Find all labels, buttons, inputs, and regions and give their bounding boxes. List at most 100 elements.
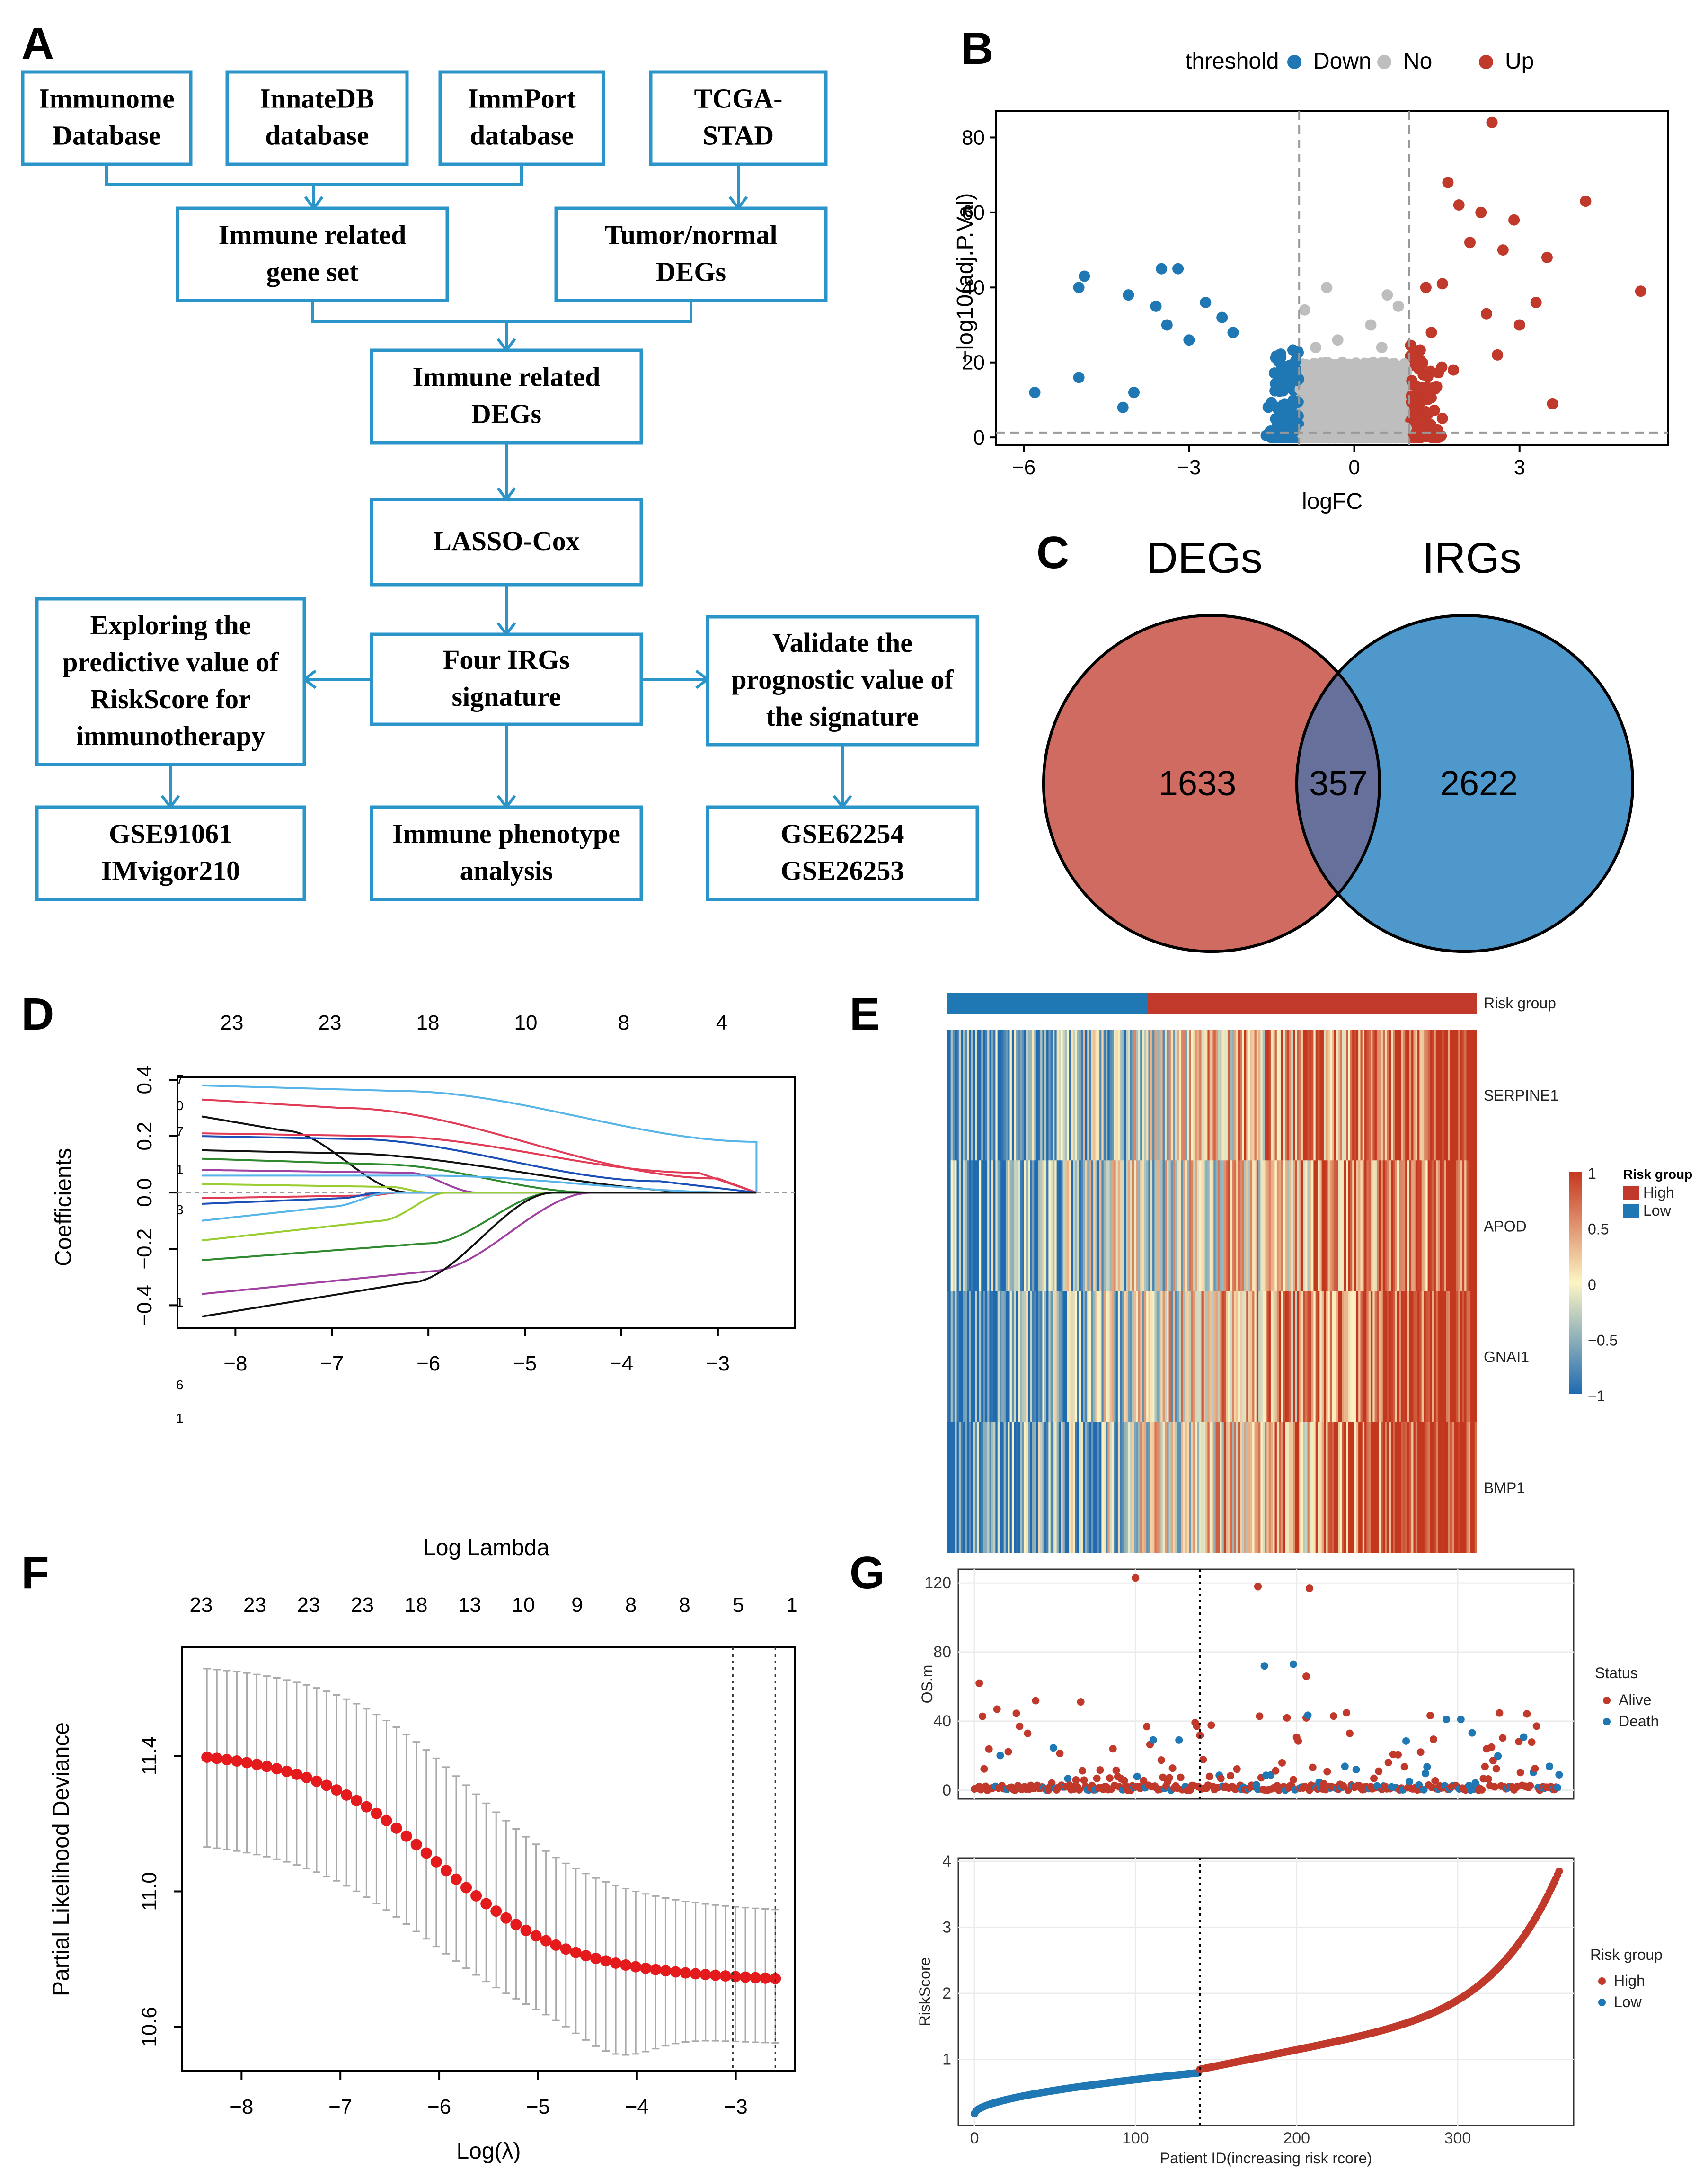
heatmap-cell [1346,1160,1349,1291]
heatmap-cell [1134,1291,1137,1423]
heatmap-cell [1120,1422,1123,1553]
path-index-label: 0 [176,1098,184,1113]
heatmap-cell [958,1422,961,1553]
heatmap-cell [1382,1160,1385,1291]
heatmap-cell [1150,1422,1153,1553]
heatmap-cell [1389,1030,1391,1161]
volcano-point-no [1376,342,1388,354]
volcano-point-up [1530,296,1542,308]
heatmap-cell [1389,1160,1391,1291]
heatmap-cell [1456,1030,1459,1161]
survival-point [1523,1710,1531,1718]
heatmap-cell [1028,1291,1031,1423]
heatmap-cell [1069,1422,1071,1553]
heatmap-cell [952,1160,955,1291]
heatmap-cell [1009,1291,1012,1423]
volcano-point-down [1128,387,1140,399]
heatmap-cell [1283,1291,1285,1423]
heatmap-cell [1266,1291,1269,1423]
heatmap-cell [1081,1422,1084,1553]
heatmap-cell [1470,1030,1473,1161]
heatmap-cell [1456,1160,1459,1291]
heatmap-cell [1368,1160,1371,1291]
heatmap-cell [1266,1030,1269,1161]
flow-box-text: TCGA- [694,83,783,114]
heatmap-cell [956,1030,959,1161]
deviance-point [390,1822,402,1834]
survival-point [1304,1711,1312,1719]
heatmap-cell [1432,1291,1434,1423]
survival-point [996,1752,1004,1760]
heatmap-cell [1458,1422,1461,1553]
heatmap-cell [1030,1160,1033,1291]
heatmap-cell [950,1291,953,1423]
heatmap-cell [1209,1160,1212,1291]
heatmap-cell [1374,1160,1377,1291]
heatmap-cell [1458,1160,1461,1291]
heatmap-cell [1173,1160,1176,1291]
gene-label: APOD [1484,1218,1527,1235]
volcano-point-up [1475,206,1487,218]
heatmap-cell [1411,1422,1414,1553]
heatmap-cell [1197,1160,1200,1291]
heatmap-cell [1207,1291,1210,1423]
heatmap-cell [1046,1291,1049,1423]
heatmap-cell [1061,1030,1063,1161]
heatmap-cell [975,1160,978,1291]
flow-box-text: Validate the [772,627,912,658]
heatmap-cell [1323,1291,1326,1423]
heatmap-cell [958,1160,961,1291]
heatmap-cell [1366,1160,1369,1291]
heatmap-cell [1446,1030,1449,1161]
heatmap-cell [1435,1291,1438,1423]
volcano-point [1351,376,1363,388]
heatmap-cell [1352,1422,1355,1553]
heatmap-cell [1152,1422,1155,1553]
deviance-point [590,1953,602,1965]
heatmap-cell [1438,1030,1441,1161]
heatmap-cell [1221,1422,1224,1553]
heatmap-cell [1429,1160,1432,1291]
heatmap-cell [1071,1160,1073,1291]
y-tick-label: 4 [942,1852,951,1870]
survival-point [1400,1763,1408,1771]
x-tick-label: −7 [320,1352,344,1375]
y-tick-label: 0.0 [133,1178,156,1207]
flow-box-tcga: TCGA-STAD [649,70,828,166]
heatmap-cell [1344,1160,1346,1291]
volcano-point [1379,397,1390,409]
flow-box-text: GSE26253 [780,855,904,886]
flow-box-text: DEGs [656,257,726,287]
heatmap-cell [1470,1291,1473,1423]
heatmap-cell [1053,1291,1055,1423]
heatmap-cell [1128,1030,1131,1161]
heatmap-cell [1391,1030,1393,1161]
top-count-label: 23 [319,1011,342,1034]
heatmap-cell [1126,1422,1128,1553]
survival-point [1405,1778,1413,1786]
heatmap-cell [1438,1422,1441,1553]
volcano-point-down [1150,300,1162,312]
heatmap-cell [1205,1291,1208,1423]
heatmap-cell [1279,1030,1282,1161]
deviance-point [331,1784,343,1796]
risk-legend-marker [1598,1999,1606,2006]
heatmap-cell [955,1160,957,1291]
heatmap-cell [1389,1291,1391,1423]
heatmap-cell [1315,1160,1318,1291]
heatmap-cell [1258,1160,1261,1291]
volcano-point-down [1123,289,1134,301]
heatmap-cell [1212,1030,1214,1161]
flow-box-text: InnateDB [260,83,374,114]
heatmap-cell [1091,1422,1094,1553]
flow-box-frame [649,70,828,166]
heatmap-cell [995,1160,998,1291]
heatmap-cell [997,1422,1000,1553]
heatmap-cell [1399,1030,1402,1161]
survival-point [1302,1672,1310,1681]
heatmap-cell [961,1030,964,1161]
volcano-point [1425,365,1436,377]
heatmap-cell [1329,1422,1332,1553]
heatmap-cell [1044,1291,1047,1423]
x-tick-label: −8 [223,1352,247,1375]
